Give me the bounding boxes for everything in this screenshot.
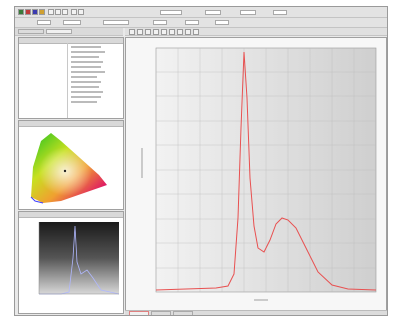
open-icon[interactable]: [25, 9, 31, 15]
chart-tool-9-icon[interactable]: [193, 29, 199, 35]
param-field-5[interactable]: [185, 20, 199, 25]
table-row: [71, 71, 105, 73]
setting-field-3[interactable]: [240, 10, 256, 15]
thumbnail-spectrum-line: [39, 225, 120, 295]
table-row: [71, 66, 101, 68]
tab-info[interactable]: [18, 29, 44, 34]
tab-3[interactable]: [173, 311, 193, 315]
cie-white-region: [31, 133, 107, 203]
table-row: [71, 96, 101, 98]
chart-tool-6-icon[interactable]: [169, 29, 175, 35]
help-icon[interactable]: [78, 9, 84, 15]
table-row: [71, 46, 101, 48]
tab-2[interactable]: [151, 311, 171, 315]
left-tabstrip: [15, 28, 123, 36]
cie-point-marker: [63, 169, 67, 173]
stop-icon[interactable]: [55, 9, 61, 15]
param-field-2[interactable]: [63, 20, 81, 25]
table-row: [71, 51, 105, 53]
save-icon[interactable]: [32, 9, 38, 15]
cie-diagram: [30, 133, 107, 204]
setting-field-4[interactable]: [273, 10, 287, 15]
chart-toolbar: [125, 28, 387, 36]
cie-blue-edge: [30, 196, 44, 204]
settings-icon[interactable]: [62, 9, 68, 15]
table-row: [71, 91, 103, 93]
thumbnail-plot-area: [39, 222, 119, 294]
chart-tool-3-icon[interactable]: [145, 29, 151, 35]
table-divider: [67, 43, 68, 118]
table-row: [71, 81, 101, 83]
cie-panel-header: [19, 121, 123, 127]
table-row: [71, 86, 99, 88]
param-field-6[interactable]: [215, 20, 229, 25]
chart-tool-2-icon[interactable]: [137, 29, 143, 35]
toolbar-main: [15, 7, 387, 18]
chart-tool-1-icon[interactable]: [129, 29, 135, 35]
chart-tool-7-icon[interactable]: [177, 29, 183, 35]
table-row: [71, 61, 103, 63]
param-field-1[interactable]: [37, 20, 51, 25]
chart-tool-5-icon[interactable]: [161, 29, 167, 35]
table-row: [71, 101, 97, 103]
table-row: [71, 76, 97, 78]
spectrum-chart: [141, 47, 377, 301]
zoom-icon[interactable]: [71, 9, 77, 15]
app-window: [14, 6, 388, 316]
thumbnail-panel-header: [19, 212, 123, 218]
setting-field-2[interactable]: [205, 10, 221, 15]
spectrum-panel: [125, 37, 387, 314]
measure-icon[interactable]: [48, 9, 54, 15]
chart-tool-4-icon[interactable]: [153, 29, 159, 35]
print-icon[interactable]: [39, 9, 45, 15]
chart-tool-8-icon[interactable]: [185, 29, 191, 35]
spectrum-line: [155, 51, 377, 291]
cie-panel: [18, 120, 124, 210]
param-field-3[interactable]: [103, 20, 129, 25]
new-icon[interactable]: [18, 9, 24, 15]
thumbnail-chart: [38, 222, 120, 295]
param-field-4[interactable]: [153, 20, 167, 25]
tab-spectrum[interactable]: [129, 311, 149, 315]
bottom-tabstrip: [125, 310, 387, 315]
grid: [156, 48, 376, 292]
setting-field-1[interactable]: [160, 10, 182, 15]
table-row: [71, 56, 99, 58]
measurement-panel-header: [19, 38, 123, 44]
tab-data[interactable]: [46, 29, 72, 34]
thumbnail-panel: [18, 211, 124, 314]
measurement-panel: [18, 37, 124, 119]
toolbar-params: [15, 18, 387, 28]
